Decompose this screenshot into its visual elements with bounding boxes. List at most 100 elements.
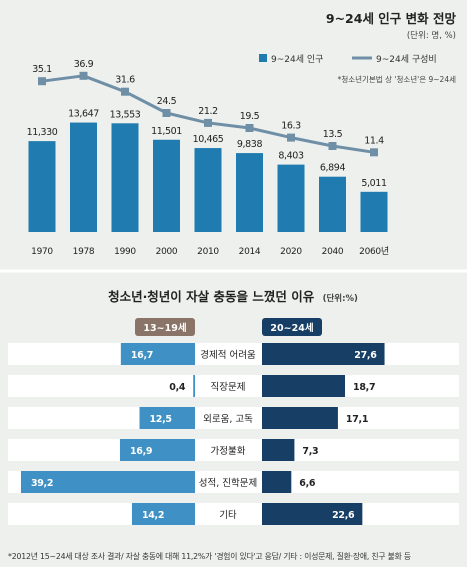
year-tick-labels: 1970 1978 1990 2000 2010 2014 2020 2040 2060년 xyxy=(31,246,389,257)
age-20-24-value: 7,3 xyxy=(302,446,318,457)
ratio-point-label: 16.3 xyxy=(281,121,301,132)
reason-category-label: 가정불화 xyxy=(211,446,246,457)
ratio-point-label: 36.9 xyxy=(74,59,94,70)
age-13-19-bar xyxy=(120,343,195,365)
population-bar-label: 13,647 xyxy=(68,109,99,120)
age-13-19-value: 0,4 xyxy=(169,382,186,393)
age-13-19-bar xyxy=(131,503,195,525)
ratio-point xyxy=(287,133,295,142)
ratio-point xyxy=(38,77,46,86)
reason-chart-title: 청소년·청년이 자살 충동을 느꼈던 이유 (단위:%) xyxy=(108,289,358,304)
population-bar xyxy=(194,148,222,232)
age-20-24-value: 18,7 xyxy=(353,382,375,393)
ratio-point xyxy=(245,124,254,132)
reason-rows xyxy=(8,343,459,525)
ratio-point-label: 24.5 xyxy=(157,96,177,107)
legend-line-label: 9~24세 구성비 xyxy=(376,54,437,65)
age-13-19-bar xyxy=(20,471,196,493)
age-13-19-value: 12,5 xyxy=(150,414,172,425)
age-13-19-value: 16,7 xyxy=(131,350,153,361)
ratio-point-label: 11.4 xyxy=(364,135,384,146)
population-bar xyxy=(28,141,56,232)
age-20-24-bar xyxy=(262,375,346,397)
ratio-point xyxy=(79,71,88,80)
year-tick-label: 2020 xyxy=(280,247,302,257)
population-bar xyxy=(111,123,139,232)
age-13-19-value: 39,2 xyxy=(31,478,53,489)
suicide-reason-chart: 청소년·청년이 자살 충동을 느꼈던 이유 (단위:%) 13~19세 20~2… xyxy=(8,289,459,561)
age-20-24-bar xyxy=(262,343,385,365)
population-bar-label: 13,553 xyxy=(110,109,141,120)
age-20-24-value: 17,1 xyxy=(346,414,368,425)
reason-value-labels: 16,7 27,6 0,4 18,7 12,5 17,1 16,9 7,3 39,2 6,6 14,… xyxy=(31,350,378,521)
reason-row-bg xyxy=(8,375,459,397)
population-bar xyxy=(277,164,305,232)
reason-chart-title-main: 청소년·청년이 자살 충동을 느꼈던 이유 xyxy=(108,289,315,304)
reason-chart-footnote: *2012년 15~24세 대상 조사 결과/ 자살 충동에 대해 11,2%가… xyxy=(8,551,411,561)
ratio-point xyxy=(121,87,129,96)
ratio-point xyxy=(204,118,212,127)
year-tick-label: 1978 xyxy=(73,247,95,257)
reason-category-label: 기타 xyxy=(219,510,237,521)
population-chart-note: *청소년기본법 상 '청소년'은 9~24세 xyxy=(338,74,457,84)
population-bar-label: 11,330 xyxy=(27,127,58,138)
population-bar-label: 6,894 xyxy=(320,163,346,174)
population-bar xyxy=(70,122,97,232)
age-20-24-bar xyxy=(262,471,292,493)
year-tick-label: 2060년 xyxy=(359,246,389,257)
reason-category-label: 직장문제 xyxy=(211,382,246,393)
reason-chart-unit: (단위:%) xyxy=(323,293,358,304)
population-bar xyxy=(236,153,263,232)
ratio-point-label: 13.5 xyxy=(323,129,343,140)
reason-category-label: 외로움, 고독 xyxy=(203,413,253,425)
year-tick-label: 2010 xyxy=(197,247,219,257)
ratio-point xyxy=(328,142,337,150)
age-13-19-bar xyxy=(193,375,195,397)
age-20-24-value: 6,6 xyxy=(299,478,316,489)
age-13-19-value: 14,2 xyxy=(142,510,164,521)
ratio-point-label: 19.5 xyxy=(240,111,260,122)
section-divider xyxy=(0,269,467,273)
ratio-point xyxy=(370,148,378,157)
population-bar xyxy=(319,176,346,232)
right-group-header xyxy=(262,318,322,336)
ratio-point-label: 21.2 xyxy=(198,106,218,117)
reason-category-label: 경제적 어려움 xyxy=(200,349,256,361)
population-bar-label: 8,403 xyxy=(278,151,304,162)
legend-bar-swatch xyxy=(259,54,267,62)
legend-bar-label: 9~24세 인구 xyxy=(271,54,323,65)
ratio-line-labels: 35.1 36.9 31.6 24.5 21.2 19.5 16.3 13.5 11.4 xyxy=(32,59,384,147)
reason-row-bg xyxy=(8,407,459,429)
age-20-24-value: 22,6 xyxy=(332,510,355,521)
left-group-header xyxy=(135,318,195,336)
ratio-point-label: 35.1 xyxy=(32,64,52,75)
population-bar-label: 5,011 xyxy=(361,178,387,189)
ratio-point xyxy=(162,109,171,117)
age-13-19-value: 16,9 xyxy=(130,446,152,457)
population-bar xyxy=(360,191,388,232)
population-chart: 9~24세 인구 변화 전망 (단위: 명, %) 9~24세 인구 9~24세… xyxy=(27,11,457,257)
population-bars xyxy=(28,122,388,232)
year-tick-label: 1990 xyxy=(114,247,136,257)
age-13-19-bar xyxy=(139,407,195,429)
population-bar-label: 10,465 xyxy=(193,134,224,145)
population-bar xyxy=(153,139,180,232)
year-tick-label: 1970 xyxy=(31,247,53,257)
age-20-24-bars xyxy=(262,343,385,525)
age-20-24-value: 27,6 xyxy=(354,350,377,361)
age-20-24-bar xyxy=(262,503,363,525)
age-13-19-bars xyxy=(20,343,196,525)
population-bar-label: 9,838 xyxy=(237,139,263,150)
year-tick-label: 2000 xyxy=(156,247,178,257)
population-chart-title: 9~24세 인구 변화 전망 xyxy=(326,11,457,26)
reason-category-label: 성적, 진학문제 xyxy=(199,477,257,489)
age-20-24-bar xyxy=(262,407,338,429)
age-20-24-bar xyxy=(262,439,295,461)
population-chart-unit: (단위: 명, %) xyxy=(407,30,456,41)
ratio-line-series xyxy=(38,71,378,157)
left-group-label: 13~19세 xyxy=(143,322,186,334)
population-bar-labels: 11,330 13,647 13,553 11,501 10,465 9,838 8,403… xyxy=(27,109,388,189)
year-tick-label: 2040 xyxy=(322,247,344,257)
